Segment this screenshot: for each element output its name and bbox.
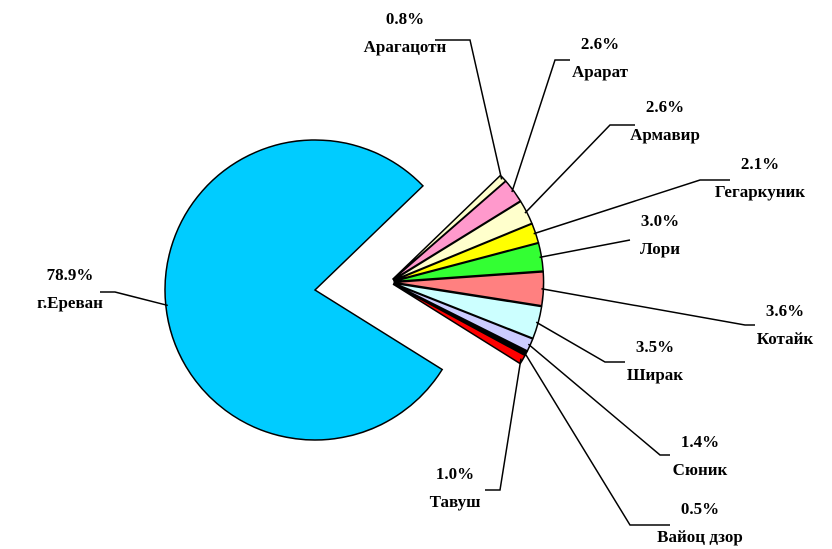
- category-label: Гегаркуник: [715, 182, 805, 201]
- value-label: 1.0%: [436, 464, 474, 483]
- category-label: Арагацотн: [364, 37, 447, 56]
- leader-line: [485, 358, 522, 491]
- value-label: 2.6%: [646, 97, 684, 116]
- value-label: 0.5%: [681, 499, 719, 518]
- pie-slice: [164, 139, 444, 441]
- leader-line: [511, 59, 570, 193]
- category-label: Арарат: [572, 62, 629, 81]
- leader-line: [527, 343, 670, 456]
- category-label: Котайк: [757, 329, 814, 348]
- category-label: Тавуш: [430, 492, 481, 511]
- value-label: 78.9%: [47, 265, 94, 284]
- category-label: Армавир: [630, 125, 700, 144]
- category-label: Вайоц дзор: [657, 527, 743, 546]
- category-label: Лори: [640, 239, 680, 258]
- value-label: 3.6%: [766, 301, 804, 320]
- category-label: Сюник: [673, 460, 728, 479]
- value-label: 2.6%: [581, 34, 619, 53]
- value-label: 3.5%: [636, 337, 674, 356]
- leader-line: [533, 179, 730, 235]
- value-label: 3.0%: [641, 211, 679, 230]
- leader-line: [523, 351, 670, 526]
- value-label: 0.8%: [386, 9, 424, 28]
- value-label: 1.4%: [681, 432, 719, 451]
- leader-line: [535, 321, 625, 363]
- category-label: г.Ереван: [37, 293, 103, 312]
- leader-line: [539, 239, 631, 259]
- leader-line: [100, 291, 168, 307]
- leader-line: [435, 39, 503, 180]
- leader-line: [524, 124, 635, 214]
- value-label: 2.1%: [741, 154, 779, 173]
- leader-line: [541, 287, 755, 326]
- category-label: Ширак: [627, 365, 683, 384]
